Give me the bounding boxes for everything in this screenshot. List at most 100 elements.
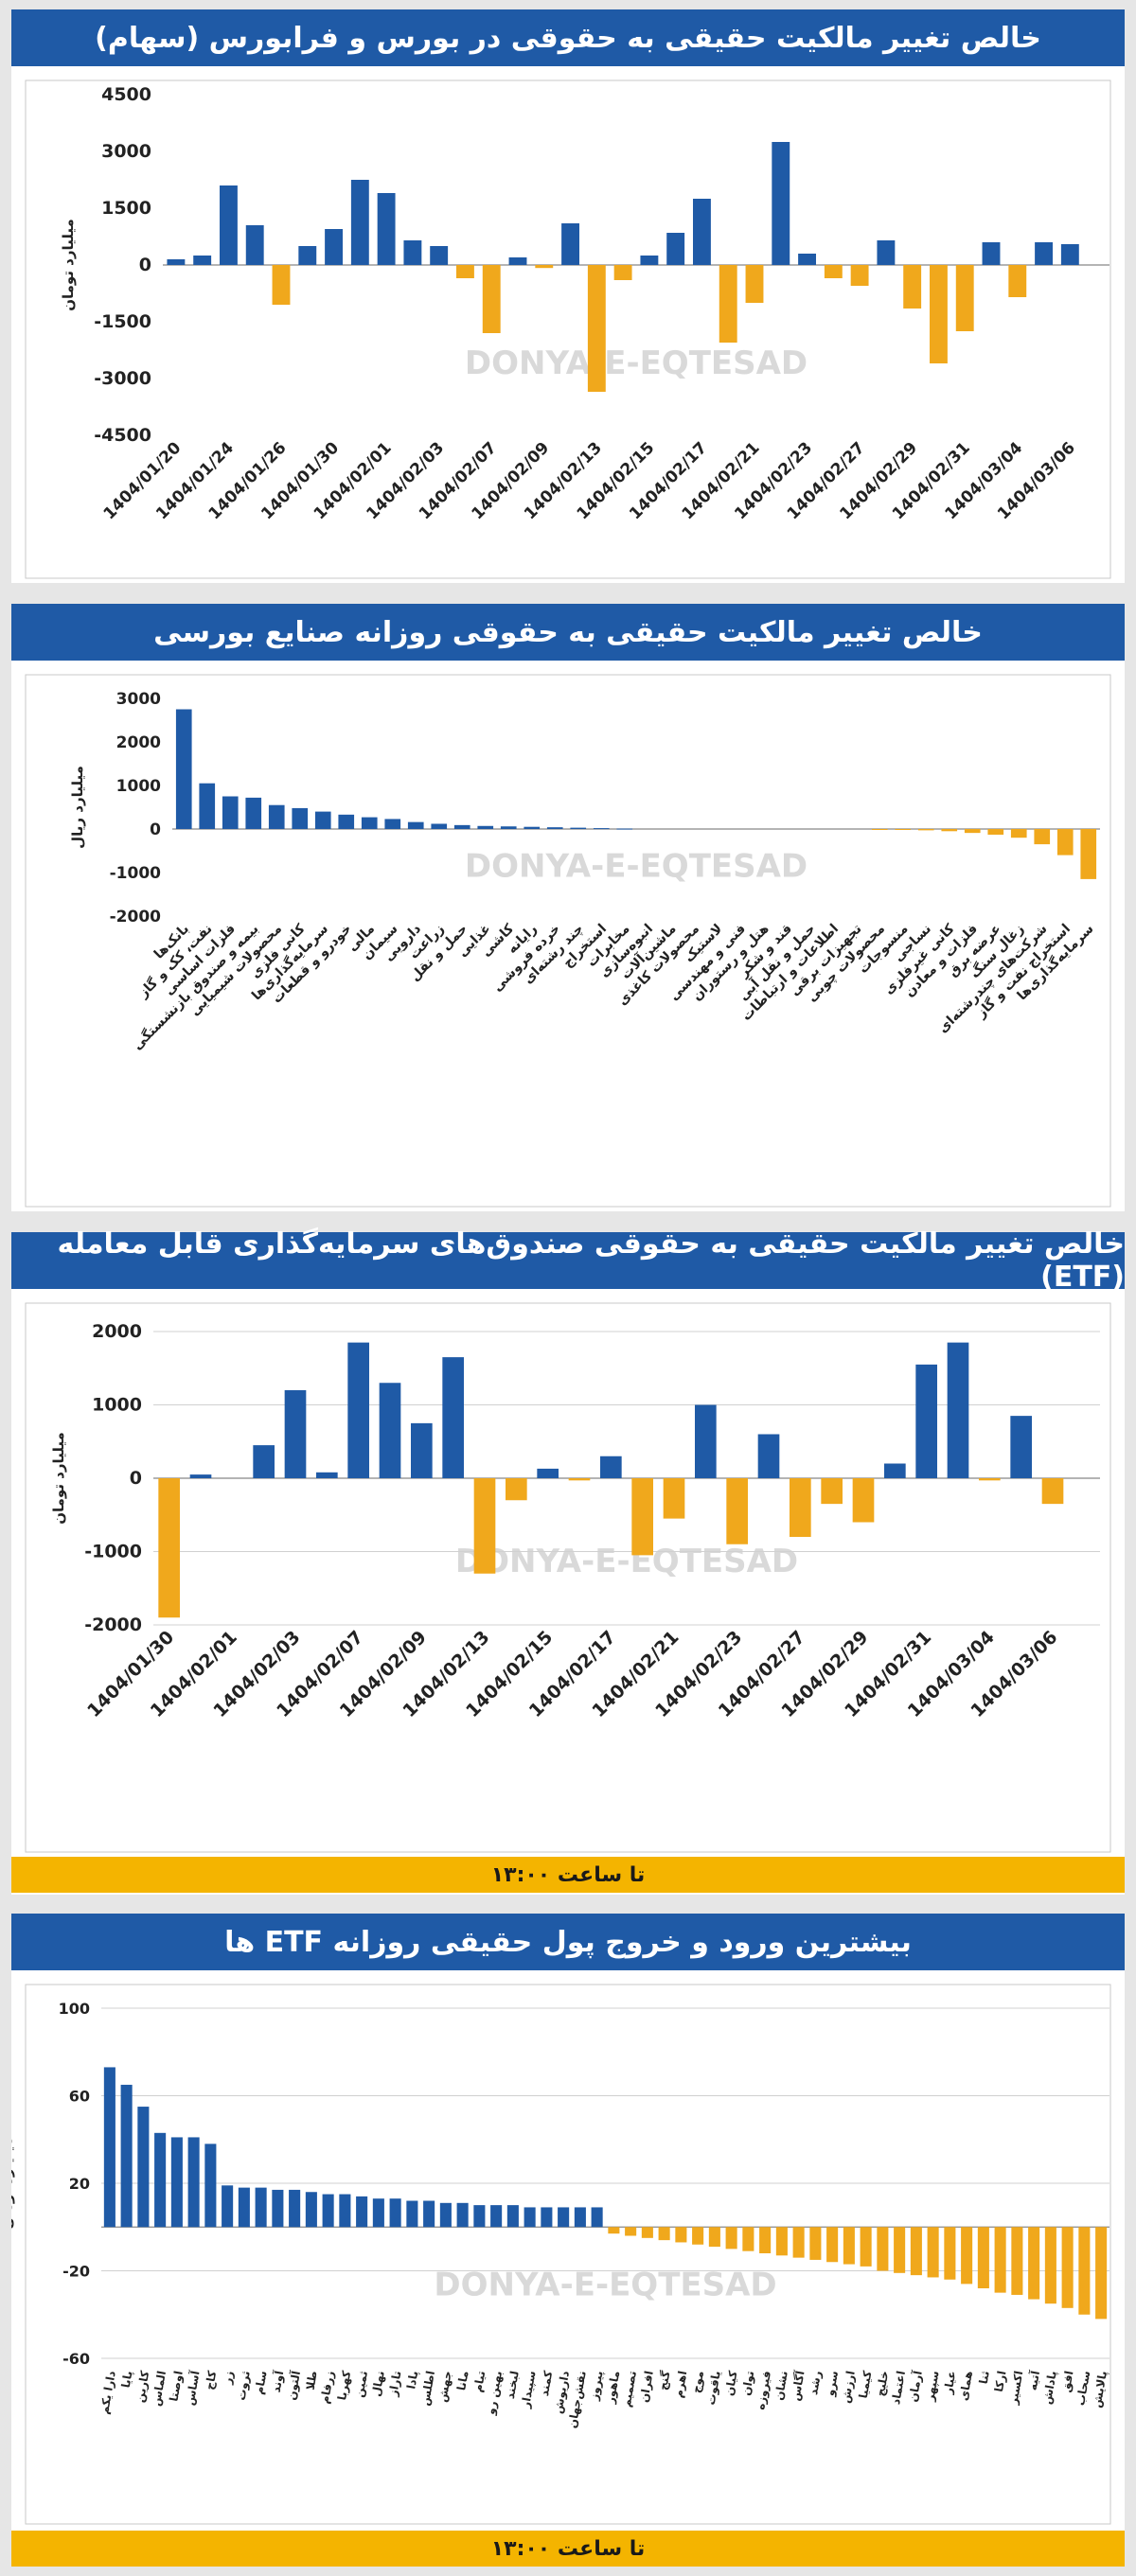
x-tick-label: کمند xyxy=(538,2370,555,2397)
y-axis-label: میلیارد ریال xyxy=(69,766,86,849)
bar xyxy=(473,1478,496,1574)
plot-frame xyxy=(25,1302,1111,1853)
bar xyxy=(658,2227,670,2241)
x-tick-label: آساس xyxy=(182,2369,202,2407)
bar xyxy=(253,1445,275,1478)
bar xyxy=(726,1478,748,1544)
panel-title: خالص تغییر مالکیت حقیقی به حقوقی در بورس… xyxy=(11,9,1125,66)
bar xyxy=(568,1478,591,1481)
plot-frame xyxy=(25,674,1111,1208)
bar xyxy=(289,2189,301,2228)
bar xyxy=(350,180,369,265)
x-tick-label: کاج xyxy=(203,2370,219,2391)
bar xyxy=(809,2227,822,2260)
x-tick-label: ارزش xyxy=(839,2370,858,2404)
x-tick-label: افق xyxy=(1059,2370,1076,2393)
bar xyxy=(613,265,632,280)
x-tick-label: آلتون xyxy=(284,2369,304,2401)
x-tick-label: آگاس xyxy=(788,2369,808,2402)
bar xyxy=(255,2187,267,2228)
x-tick-label: اکسیر xyxy=(1006,2370,1025,2407)
x-tick-label: پالایش xyxy=(1090,2370,1109,2408)
y-axis-label: میلیارد تومان xyxy=(11,2137,15,2230)
y-tick-label: -4500 xyxy=(94,425,151,446)
bar xyxy=(456,265,474,278)
bar xyxy=(745,265,764,303)
bar xyxy=(272,2189,284,2228)
bar xyxy=(535,265,554,269)
bar xyxy=(537,1468,559,1478)
bar xyxy=(675,2227,687,2243)
bar xyxy=(944,2227,956,2280)
bar xyxy=(757,1434,780,1478)
bar xyxy=(852,1478,875,1523)
bar xyxy=(222,796,239,829)
bar xyxy=(508,257,527,265)
bar xyxy=(541,2207,553,2228)
y-tick-label: 1000 xyxy=(92,1395,142,1416)
x-tick-label: بهین رو xyxy=(484,2370,506,2417)
watermark-text: DONYA-E-EQTESAD xyxy=(465,344,808,382)
x-tick-label: کیان xyxy=(722,2370,739,2397)
bar xyxy=(994,2227,1006,2293)
bar xyxy=(1061,2227,1074,2308)
bar xyxy=(850,265,869,286)
bar xyxy=(406,2200,418,2228)
y-tick-label: 60 xyxy=(69,2088,90,2106)
bar xyxy=(456,2202,469,2228)
bar xyxy=(775,2227,788,2256)
y-tick-label: 4500 xyxy=(101,84,151,105)
x-tick-label: دارا یکم xyxy=(98,2370,118,2415)
x-tick-label: نهال xyxy=(369,2370,387,2397)
y-tick-label: -1000 xyxy=(84,1542,142,1562)
x-tick-label: ثروت xyxy=(235,2370,254,2402)
bar xyxy=(641,2227,653,2238)
bar xyxy=(339,2194,351,2228)
bar xyxy=(961,2227,973,2285)
x-tick-label: همای xyxy=(957,2370,975,2402)
bar xyxy=(772,142,790,265)
bar xyxy=(877,2227,889,2271)
bar xyxy=(453,824,470,829)
bar xyxy=(708,2227,720,2248)
bar xyxy=(695,1404,717,1478)
plot-frame xyxy=(25,79,1111,579)
bar xyxy=(625,2227,637,2236)
x-tick-label: مانا xyxy=(454,2370,470,2391)
chart-etf-flows: DONYA-E-EQTESAD 100 60 20 -20 -60 میلیارد توما… xyxy=(11,1984,1111,2525)
y-tick-label: -60 xyxy=(62,2350,90,2368)
bar xyxy=(1095,2227,1108,2320)
x-tick-label: زر xyxy=(221,2370,236,2386)
bar xyxy=(600,1456,622,1478)
bar xyxy=(663,1478,685,1519)
bar xyxy=(1008,265,1027,297)
bar xyxy=(927,2227,939,2278)
bar xyxy=(482,265,501,333)
time-footer: تا ساعت ۱۳:۰۰ xyxy=(11,1857,1125,1893)
bar xyxy=(442,1357,464,1478)
x-tick-label: خلیج xyxy=(874,2370,891,2397)
bar xyxy=(821,1478,843,1505)
y-axis-label: میلیارد تومان xyxy=(50,1432,67,1525)
bar xyxy=(631,1478,653,1556)
y-axis-label: میلیارد تومان xyxy=(60,219,77,311)
bar xyxy=(666,233,685,265)
bar xyxy=(430,246,449,265)
x-tick-label: نشان xyxy=(772,2370,790,2401)
bar xyxy=(1034,829,1051,845)
y-tick-label: 0 xyxy=(150,820,161,839)
y-tick-label: 1000 xyxy=(116,777,161,796)
bar xyxy=(338,814,355,829)
y-tick-label: 3000 xyxy=(101,141,151,162)
y-tick-label: 1500 xyxy=(101,198,151,219)
bar xyxy=(193,256,212,265)
x-tick-label: موج xyxy=(689,2370,707,2394)
bar xyxy=(616,828,633,830)
y-tick-label: -2000 xyxy=(84,1614,142,1635)
y-tick-label: 0 xyxy=(139,255,151,275)
bar xyxy=(593,828,610,830)
bar xyxy=(245,225,264,265)
bar xyxy=(268,804,285,829)
bar xyxy=(272,265,291,305)
bar xyxy=(884,1463,906,1478)
